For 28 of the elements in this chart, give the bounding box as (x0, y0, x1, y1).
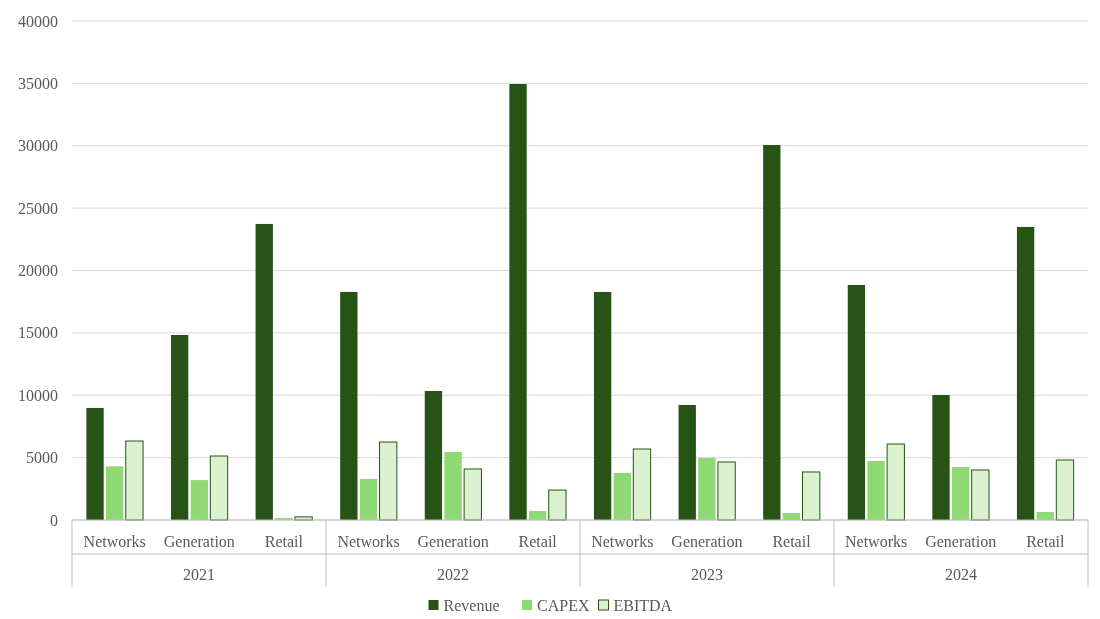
x-tick-label: Networks (83, 533, 146, 550)
text: 2023 (691, 566, 723, 583)
x-tick-label: Generation (163, 533, 235, 550)
y-tick-label: 10000 (18, 386, 58, 404)
x-tick-label: Networks (337, 533, 400, 550)
x-tick-label: Retail (772, 533, 812, 550)
x-tick-label: Generation (671, 533, 743, 550)
x-tick-label: Retail (518, 533, 558, 550)
y-tick-label: 35000 (18, 74, 58, 92)
text: 2022 (437, 566, 469, 583)
legend-label: CAPEX (537, 596, 590, 614)
legend-label: EBITDA (613, 596, 673, 614)
legend-label: Revenue (443, 596, 500, 614)
x-tick-label: Retail (264, 533, 304, 550)
text: 2021 (183, 566, 215, 583)
y-tick-label: 0 (50, 511, 58, 529)
x-tick-label: Generation (925, 533, 997, 550)
x-tick-label: Retail (1026, 533, 1065, 550)
y-tick-label: 30000 (18, 137, 58, 155)
y-tick-label: 40000 (18, 12, 58, 30)
y-tick-label: 5000 (26, 449, 58, 467)
x-tick-label: Networks (844, 533, 908, 550)
y-tick-label: 20000 (18, 262, 58, 280)
y-tick-label: 15000 (18, 324, 58, 342)
text: 2024 (945, 566, 977, 583)
y-tick-label: 25000 (18, 199, 58, 217)
x-tick-label: Generation (417, 533, 489, 550)
x-tick-label: Networks (591, 533, 654, 550)
